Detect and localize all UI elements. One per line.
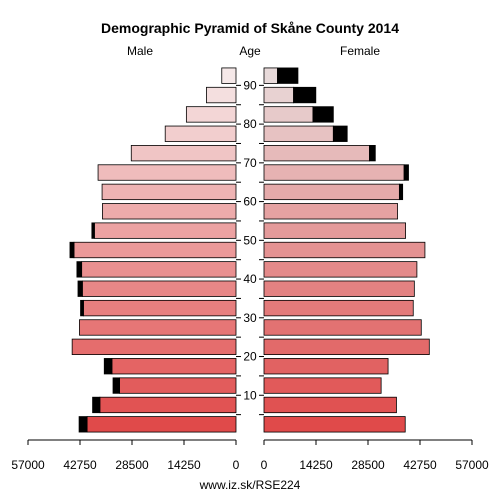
female-x-tick-label: 28500: [351, 458, 385, 472]
male-excess-40-44: [76, 261, 83, 278]
male-bar-90+: [221, 67, 237, 84]
age-tick-label: 10: [243, 388, 257, 402]
female-excess-90+: [277, 67, 299, 84]
age-tick-label: 80: [243, 117, 257, 131]
female-x-tick-label: 42750: [403, 458, 437, 472]
female-excess-65-69: [403, 164, 409, 181]
male-excess-5-9: [92, 396, 101, 414]
female-label: Female: [340, 44, 380, 58]
female-excess-60-64: [398, 183, 404, 201]
female-bar-65-69: [263, 164, 405, 181]
axes-group: 57000 42750 28500 14250 0 0 14250 28500 42750 570…: [11, 78, 489, 472]
male-bar-85-89: [206, 86, 237, 104]
male-bar-5-9: [99, 396, 237, 414]
male-excess-50-54: [91, 222, 95, 239]
male-excess-30-34: [80, 299, 84, 317]
female-bar-60-64: [263, 183, 400, 201]
age-tick-label: 90: [243, 78, 257, 92]
male-bar-70-74: [130, 145, 237, 162]
female-x-tick-label: 0: [261, 458, 268, 472]
male-x-tick-label: 42750: [63, 458, 97, 472]
female-bar-30-34: [263, 299, 414, 317]
female-bar-45-49: [263, 241, 426, 259]
female-x-tick-label: 14250: [299, 458, 333, 472]
male-bar-40-44: [81, 261, 237, 278]
male-excess-35-39: [77, 280, 83, 297]
female-bar-70-74: [263, 145, 370, 162]
age-tick-label: 50: [243, 233, 257, 247]
male-bar-30-34: [83, 299, 237, 317]
male-bar-60-64: [101, 183, 237, 201]
age-label: Age: [239, 44, 261, 58]
female-bar-55-59: [263, 203, 398, 220]
male-bar-80-84: [185, 106, 237, 123]
female-bar-50-54: [263, 222, 406, 239]
male-bar-15-19: [111, 358, 237, 375]
chart-title: Demographic Pyramid of Skåne County 2014: [101, 20, 399, 36]
male-excess-15-19: [103, 358, 113, 375]
male-x-tick-label: 0: [233, 458, 240, 472]
male-x-tick-label: 57000: [11, 458, 45, 472]
female-bar-85-89: [263, 86, 294, 104]
bars-group: [69, 67, 430, 433]
female-excess-75-79: [332, 125, 348, 142]
female-excess-85-89: [293, 86, 317, 104]
female-bar-25-29: [263, 319, 422, 336]
female-excess-80-84: [312, 106, 334, 123]
female-bar-20-24: [263, 338, 430, 355]
age-tick-label: 60: [243, 195, 257, 209]
female-excess-70-74: [369, 145, 376, 162]
age-tick-label: 30: [243, 311, 257, 325]
female-bar-90+: [263, 67, 278, 84]
male-bar-25-29: [79, 319, 237, 336]
female-bar-0-4: [263, 416, 406, 433]
male-excess-45-49: [69, 241, 75, 259]
male-bar-20-24: [71, 338, 237, 355]
female-bar-10-14: [263, 377, 382, 394]
age-tick-label: 40: [243, 272, 257, 286]
male-bar-45-49: [73, 241, 237, 259]
female-bar-15-19: [263, 358, 389, 375]
female-bar-5-9: [263, 396, 397, 414]
female-bar-75-79: [263, 125, 334, 142]
age-tick-label: 70: [243, 156, 257, 170]
age-tick-label: 20: [243, 350, 257, 364]
male-excess-10-14: [112, 377, 120, 394]
female-bar-40-44: [263, 261, 418, 278]
male-label: Male: [127, 44, 153, 58]
male-bar-75-79: [164, 125, 237, 142]
male-excess-0-4: [78, 416, 88, 433]
male-bar-55-59: [102, 203, 237, 220]
female-bar-80-84: [263, 106, 314, 123]
male-bar-10-14: [119, 377, 237, 394]
male-x-tick-label: 14250: [167, 458, 201, 472]
female-bar-35-39: [263, 280, 415, 297]
female-x-tick-label: 57000: [455, 458, 489, 472]
male-bar-50-54: [94, 222, 237, 239]
male-bar-35-39: [81, 280, 237, 297]
male-bar-65-69: [97, 164, 237, 181]
male-x-tick-label: 28500: [115, 458, 149, 472]
source-label: www.iz.sk/RSE224: [199, 478, 301, 492]
male-bar-0-4: [86, 416, 237, 433]
